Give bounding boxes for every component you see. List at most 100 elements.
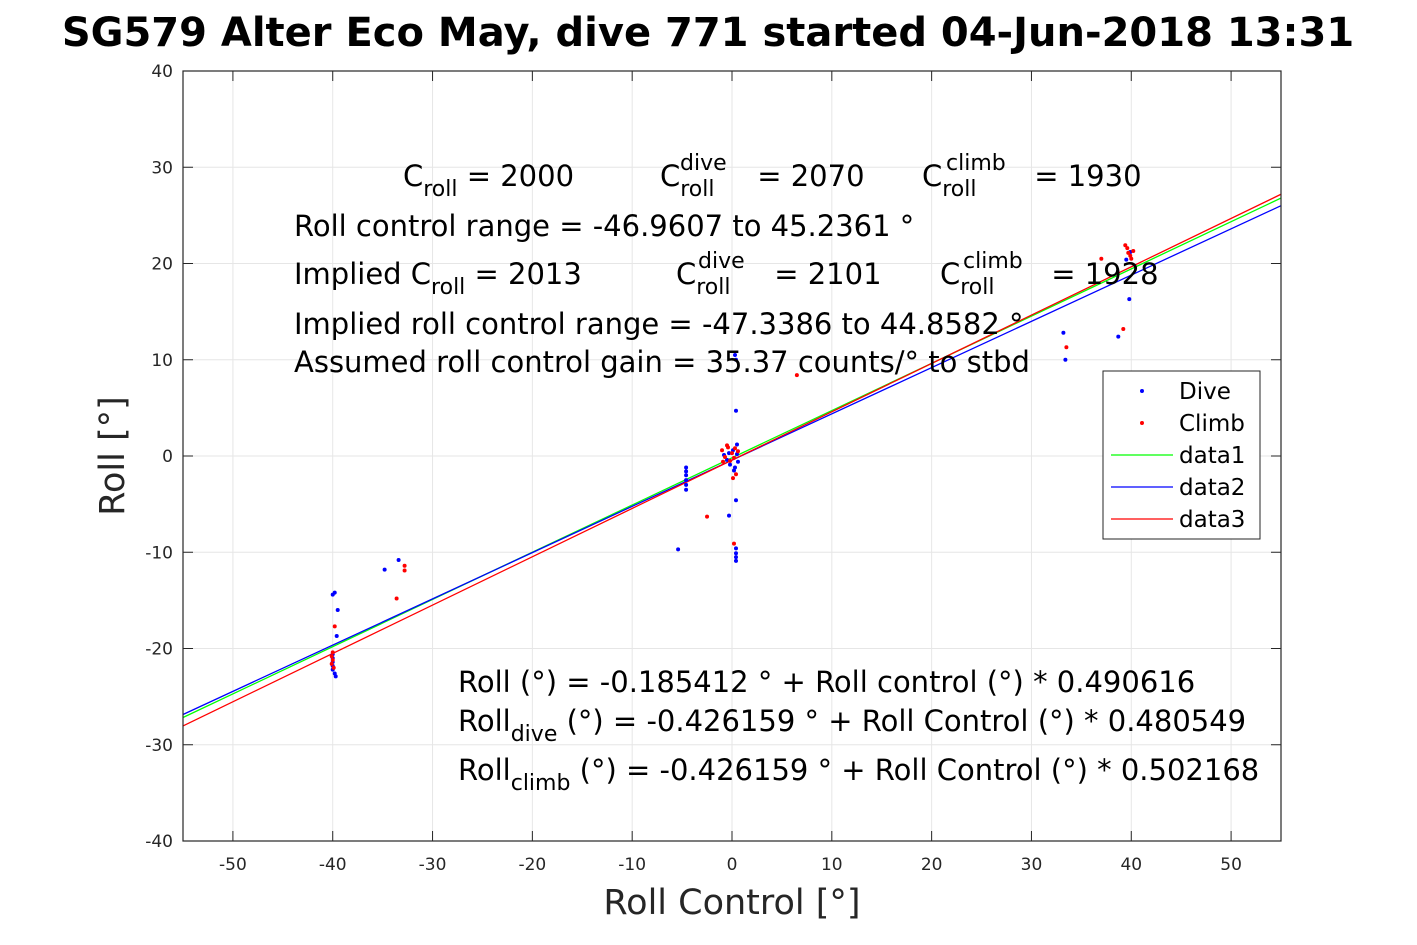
legend: Dive Climb data1 data2 data3 [1102, 370, 1261, 540]
tick-labels: -50 -40 -30 -20 -10 0 10 20 30 40 50 -40 -30 -20 -10 0 1… [145, 62, 1281, 875]
annotation-fits: Roll (°) = -0.185412 ° + Roll control (°… [458, 665, 1259, 796]
x-axis-label: Roll Control [°] [603, 883, 860, 923]
y-tick-label: 40 [151, 62, 173, 82]
climb-point [731, 541, 736, 546]
dive-point [727, 451, 732, 456]
climb-point [331, 665, 336, 670]
legend-label-climb: Climb [1179, 411, 1245, 437]
climb-point [730, 476, 735, 481]
climb-point [733, 472, 738, 477]
legend-marker-climb [1140, 421, 1144, 425]
climb-point [402, 568, 407, 573]
scatter-points [329, 243, 1136, 679]
climb-point [725, 443, 730, 448]
c-roll-dive-text: Crolldive = 2070 [660, 151, 865, 202]
y-tick-label: -10 [145, 543, 173, 563]
dive-point [734, 442, 739, 447]
x-tick-label: 50 [1220, 855, 1242, 875]
x-tick-label: 20 [921, 855, 943, 875]
dive-point [335, 608, 340, 612]
dive-point [684, 482, 689, 487]
dive-point [728, 462, 733, 467]
y-tick-label: -30 [145, 736, 173, 756]
climb-point [1064, 345, 1069, 350]
dive-point [733, 408, 738, 413]
dive-point [1127, 297, 1132, 302]
climb-point [1129, 256, 1134, 261]
gain-text: Assumed roll control gain = 35.37 counts… [294, 345, 1030, 379]
climb-point [1126, 250, 1131, 255]
dive-point [684, 469, 689, 474]
climb-point [394, 596, 399, 601]
climb-point [728, 458, 733, 463]
x-tick-label: 40 [1120, 855, 1142, 875]
dive-point [733, 558, 738, 563]
x-tick-label: -20 [518, 855, 546, 875]
dive-point [684, 473, 689, 478]
x-tick-label: -50 [219, 855, 247, 875]
legend-label-data2: data2 [1179, 475, 1245, 501]
dive-point [1063, 357, 1068, 362]
x-tick-label: -30 [419, 855, 447, 875]
y-tick-label: -20 [145, 640, 173, 660]
chart-title: SG579 Alter Eco May, dive 771 started 04… [62, 10, 1354, 56]
dive-point [733, 357, 738, 362]
climb-point [735, 449, 740, 454]
climb-point [1131, 248, 1136, 253]
climb-point [330, 658, 335, 663]
dive-point [684, 487, 689, 492]
dive-point [731, 468, 736, 473]
dive-point [732, 352, 737, 357]
legend-marker-dive [1140, 389, 1144, 393]
data1-fit-line [182, 197, 1282, 719]
legend-label-data3: data3 [1179, 507, 1245, 533]
climb-point [1099, 256, 1104, 261]
climb-point [721, 459, 726, 464]
dive-point [733, 498, 738, 503]
climb-point [794, 373, 799, 378]
dive-point [676, 547, 681, 552]
climb-point [723, 454, 728, 459]
y-tick-label: 10 [151, 351, 173, 371]
dive-point [733, 551, 738, 556]
dive-point [733, 546, 738, 551]
x-tick-label: 30 [1021, 855, 1043, 875]
fit-dive-text: Rolldive (°) = -0.426159 ° + Roll Contro… [458, 704, 1246, 747]
roll-control-range-text: Roll control range = -46.9607 to 45.2361… [294, 209, 914, 243]
dive-point [1124, 257, 1129, 262]
dive-point [727, 513, 732, 518]
dive-point [382, 567, 387, 572]
x-tick-label: 10 [821, 855, 843, 875]
climb-point [330, 650, 335, 655]
dive-point [735, 459, 740, 464]
dive-point [733, 555, 738, 560]
dive-point [334, 633, 339, 638]
c-roll-climb-text: Crollclimb = 1930 [922, 151, 1142, 202]
fit-lines [182, 193, 1282, 727]
climb-point [1123, 243, 1128, 248]
climb-point [332, 624, 337, 629]
annotation-constants: Croll = 2000 Crolldive = 2070 Crollclimb… [294, 151, 1159, 379]
climb-point [1121, 326, 1126, 331]
implied-range-text: Implied roll control range = -47.3386 to… [294, 307, 1024, 341]
climb-point [329, 661, 334, 666]
dive-point [1116, 334, 1121, 339]
fit-all-text: Roll (°) = -0.185412 ° + Roll control (°… [458, 665, 1195, 699]
dive-point [396, 557, 401, 562]
legend-label-dive: Dive [1179, 379, 1231, 405]
y-tick-label: 30 [151, 158, 173, 178]
x-tick-label: -40 [319, 855, 347, 875]
dive-point [684, 478, 689, 483]
x-tick-label: 0 [727, 855, 738, 875]
implied-c-roll-dive-text: Crolldive = 2101 [676, 249, 882, 300]
climb-point [720, 448, 725, 453]
x-tick-label: -10 [618, 855, 646, 875]
dive-point [1061, 330, 1066, 335]
climb-point [1125, 246, 1130, 251]
fit-climb-text: Rollclimb (°) = -0.426159 ° + Roll Contr… [458, 753, 1259, 796]
y-axis-label: Roll [°] [93, 396, 133, 516]
implied-c-roll-climb-text: Crollclimb = 1928 [940, 249, 1159, 300]
dive-point [684, 465, 689, 470]
climb-point [402, 563, 407, 568]
climb-point [731, 455, 736, 460]
